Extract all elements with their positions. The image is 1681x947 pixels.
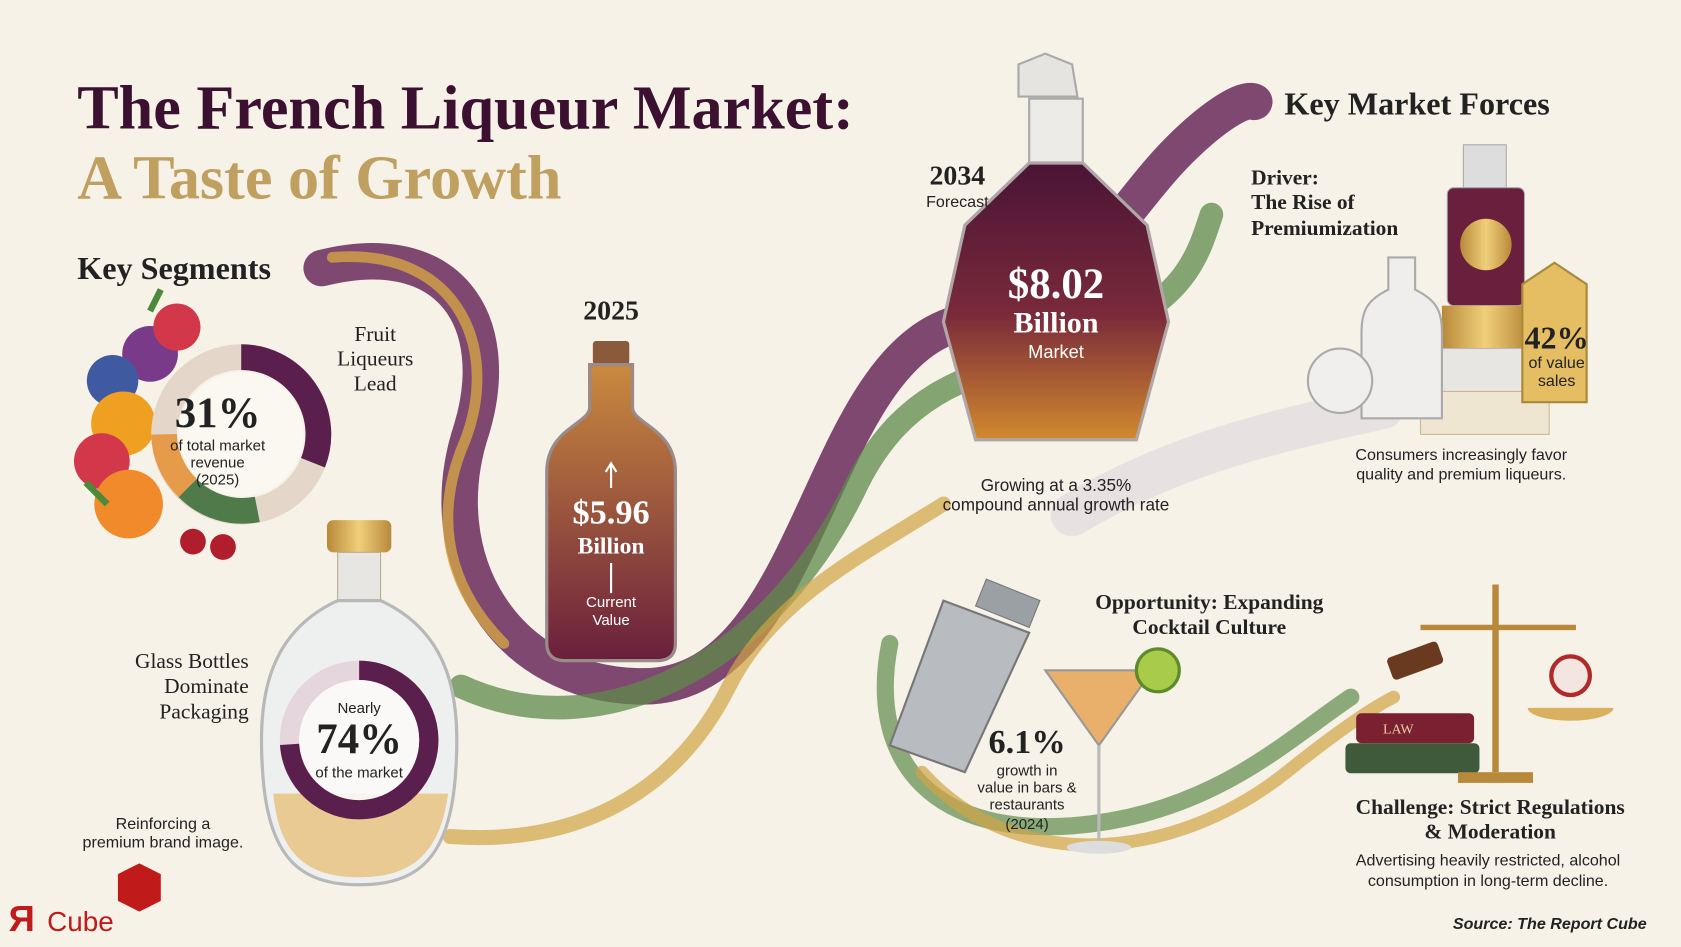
label-line: Challenge: Strict Regulations xyxy=(1356,795,1625,819)
label-line: Opportunity: Expanding xyxy=(1095,590,1323,614)
label-line: Driver: xyxy=(1251,165,1319,189)
label-line: & Moderation xyxy=(1424,820,1556,844)
book-label: LAW xyxy=(1383,723,1414,738)
caption-line: restaurants xyxy=(990,797,1065,814)
note-line: quality and premium liqueurs. xyxy=(1356,465,1566,483)
justice-illustration xyxy=(1345,584,1614,783)
value-label: $5.96 xyxy=(572,493,649,531)
forecast-decanter xyxy=(941,52,1171,442)
tag-caption: sales xyxy=(1538,372,1576,390)
label-line: Cocktail Culture xyxy=(1132,615,1286,639)
share-label: 74% xyxy=(316,716,402,763)
fruit-title: Fruit Liqueurs Lead xyxy=(337,322,413,395)
fruit-caption: of total market revenue (2025) xyxy=(170,437,266,488)
logo-cube xyxy=(117,863,161,912)
current-bottle xyxy=(545,341,678,663)
glass-bottle xyxy=(259,520,459,887)
label-line: Packaging xyxy=(159,700,249,724)
value-label: $8.02 xyxy=(1008,261,1104,308)
swirls xyxy=(303,83,1405,852)
glass-title: Glass Bottles Dominate Packaging xyxy=(135,649,249,723)
premium-bottles xyxy=(1306,144,1588,435)
label-line: Fruit xyxy=(354,322,396,346)
caption-line: (2024) xyxy=(1005,816,1048,833)
caption-line: value in bars & xyxy=(977,780,1076,797)
label-line: Dominate xyxy=(164,674,249,698)
logo-text: Cube xyxy=(47,906,114,937)
caption-line: revenue xyxy=(191,455,245,472)
value-caption: Value xyxy=(592,612,629,629)
label-line: Premiumization xyxy=(1251,216,1398,240)
source: Source: The Report Cube xyxy=(1453,915,1647,933)
logo-mark: Я xyxy=(9,898,35,939)
share-arc xyxy=(279,660,439,820)
section-heading: Key Segments xyxy=(77,250,271,286)
note-line: Consumers increasingly favor xyxy=(1355,446,1567,464)
label-line: Lead xyxy=(354,371,397,395)
fruit-illustration xyxy=(73,288,236,560)
tag-caption: of value xyxy=(1528,354,1584,372)
year-label: 2034 xyxy=(930,160,986,191)
note-line: premium brand image. xyxy=(83,833,244,851)
value-label: 6.1% xyxy=(988,723,1065,761)
share-arc xyxy=(240,344,332,468)
share-prefix: Nearly xyxy=(337,700,381,717)
growth-line: compound annual growth rate xyxy=(943,494,1170,514)
cocktail-illustration xyxy=(888,578,1181,854)
value-caption: Current xyxy=(586,594,637,611)
tag-value: 42% xyxy=(1524,320,1588,356)
title-line: The French Liqueur Market: xyxy=(77,75,854,143)
donut-decor xyxy=(151,433,197,498)
year-label: 2025 xyxy=(583,296,639,327)
value-caption: Market xyxy=(1028,342,1084,362)
subtitle-line: A Taste of Growth xyxy=(77,144,561,212)
label-line: The Rise of xyxy=(1251,190,1355,214)
fruit-donut xyxy=(151,344,332,525)
year-caption: Forecast xyxy=(926,193,989,211)
value-label: Billion xyxy=(578,533,645,559)
caption-line: of total market xyxy=(170,437,266,454)
value-label: Billion xyxy=(1013,306,1098,339)
label-line: Liqueurs xyxy=(337,347,413,371)
share-caption: of the market xyxy=(315,765,403,782)
caption-line: (2025) xyxy=(196,472,239,489)
note-line: Advertising heavily restricted, alcohol xyxy=(1356,851,1620,869)
caption-line: growth in xyxy=(997,762,1058,779)
label-line: Glass Bottles xyxy=(135,649,249,673)
donut-center xyxy=(179,372,304,497)
note-line: Reinforcing a xyxy=(116,815,211,833)
note-line: consumption in long-term decline. xyxy=(1368,872,1608,890)
glass-note: Reinforcing a premium brand image. xyxy=(83,815,244,851)
share-label: 31% xyxy=(175,390,261,437)
opportunity-caption: growth in value in bars & restaurants (2… xyxy=(977,762,1076,833)
driver-title: Driver: The Rise of Premiumization xyxy=(1251,165,1398,239)
growth-line: Growing at a 3.35% xyxy=(981,475,1132,495)
title: The French Liqueur Market: A Taste of Gr… xyxy=(77,75,854,213)
section-heading: Key Market Forces xyxy=(1284,86,1549,122)
donut-decor xyxy=(178,478,260,524)
